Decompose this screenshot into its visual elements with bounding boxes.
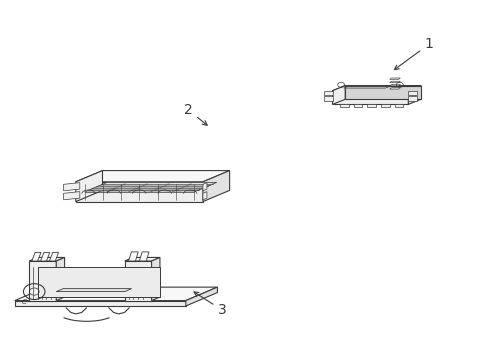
Text: 2: 2	[183, 103, 207, 125]
Polygon shape	[389, 85, 400, 86]
Polygon shape	[49, 252, 59, 261]
Polygon shape	[15, 301, 185, 306]
Polygon shape	[124, 257, 160, 261]
Polygon shape	[389, 88, 400, 89]
Polygon shape	[332, 86, 345, 104]
Text: 1: 1	[394, 37, 433, 69]
Polygon shape	[56, 257, 64, 301]
Polygon shape	[56, 289, 131, 292]
Polygon shape	[407, 86, 420, 104]
Polygon shape	[394, 104, 403, 107]
Polygon shape	[323, 96, 332, 101]
Polygon shape	[38, 267, 160, 297]
Polygon shape	[41, 252, 50, 261]
Polygon shape	[380, 104, 389, 107]
Polygon shape	[185, 287, 217, 306]
Polygon shape	[32, 252, 41, 261]
Polygon shape	[203, 192, 206, 200]
Polygon shape	[407, 91, 416, 95]
Polygon shape	[63, 192, 80, 200]
Polygon shape	[88, 182, 216, 190]
Polygon shape	[389, 81, 400, 83]
Polygon shape	[128, 252, 138, 261]
Polygon shape	[389, 78, 400, 80]
Polygon shape	[15, 287, 217, 301]
Polygon shape	[124, 261, 151, 301]
Polygon shape	[203, 183, 206, 191]
Polygon shape	[407, 96, 416, 101]
Polygon shape	[353, 104, 362, 107]
Polygon shape	[76, 171, 102, 202]
Polygon shape	[332, 86, 420, 91]
Polygon shape	[76, 182, 203, 202]
Polygon shape	[323, 91, 332, 95]
Polygon shape	[63, 183, 80, 191]
Polygon shape	[339, 104, 348, 107]
Polygon shape	[203, 171, 229, 202]
Polygon shape	[332, 91, 407, 104]
Text: C: C	[22, 300, 27, 305]
Polygon shape	[76, 171, 229, 182]
Polygon shape	[343, 87, 388, 88]
Polygon shape	[29, 257, 64, 261]
Polygon shape	[366, 104, 375, 107]
Polygon shape	[151, 257, 160, 301]
Polygon shape	[29, 261, 56, 301]
Polygon shape	[139, 252, 149, 261]
Polygon shape	[345, 86, 420, 99]
Text: 3: 3	[194, 292, 226, 317]
